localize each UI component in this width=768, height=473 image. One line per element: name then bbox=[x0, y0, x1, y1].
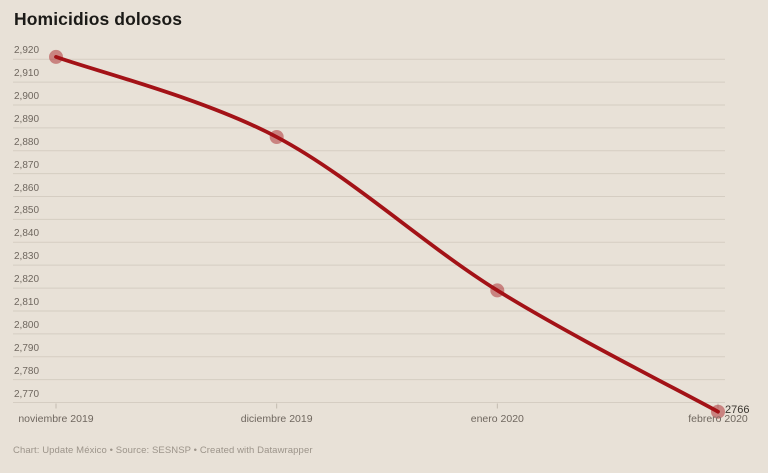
y-axis-label: 2,860 bbox=[14, 182, 40, 194]
data-point-noviembre-2019[interactable] bbox=[49, 49, 63, 64]
attribution-footer: Chart: Update México • Source: SESNSP • … bbox=[13, 445, 313, 456]
y-axis-label: 2,870 bbox=[14, 159, 40, 171]
data-point-febrero-2020[interactable] bbox=[711, 404, 725, 419]
x-axis-label: diciembre 2019 bbox=[240, 413, 313, 425]
y-axis-label: 2,910 bbox=[14, 68, 40, 80]
series-line bbox=[54, 55, 720, 414]
x-axis-label: febrero 2020 bbox=[688, 413, 748, 425]
y-axis-label: 2,790 bbox=[14, 342, 40, 354]
chart-title: Homicidios dolosos bbox=[14, 9, 183, 29]
y-axis-label: 2,780 bbox=[14, 365, 40, 377]
y-axis-label: 2,920 bbox=[14, 45, 40, 57]
x-axis-label: noviembre 2019 bbox=[18, 413, 94, 425]
y-axis-label: 2,900 bbox=[14, 90, 40, 102]
x-axis-label: enero 2020 bbox=[470, 413, 524, 425]
data-point-enero-2020[interactable] bbox=[490, 283, 505, 298]
gridlines bbox=[13, 58, 725, 403]
y-axis-label: 2,890 bbox=[14, 113, 40, 125]
last-value-label: 2766 bbox=[725, 404, 750, 417]
data-points bbox=[49, 49, 725, 419]
y-axis-label: 2,770 bbox=[14, 388, 40, 400]
y-axis-label: 2,820 bbox=[14, 274, 40, 286]
y-axis-label: 2,840 bbox=[14, 228, 40, 240]
data-point-diciembre-2019[interactable] bbox=[269, 130, 284, 144]
y-axis-label: 2,850 bbox=[14, 205, 40, 217]
y-axis-label: 2,810 bbox=[14, 296, 40, 308]
y-axis-label: 2,800 bbox=[14, 319, 40, 331]
y-axis-label: 2,830 bbox=[14, 251, 40, 263]
x-axis-tick-marks bbox=[55, 403, 719, 409]
y-axis-label: 2,880 bbox=[14, 136, 40, 148]
